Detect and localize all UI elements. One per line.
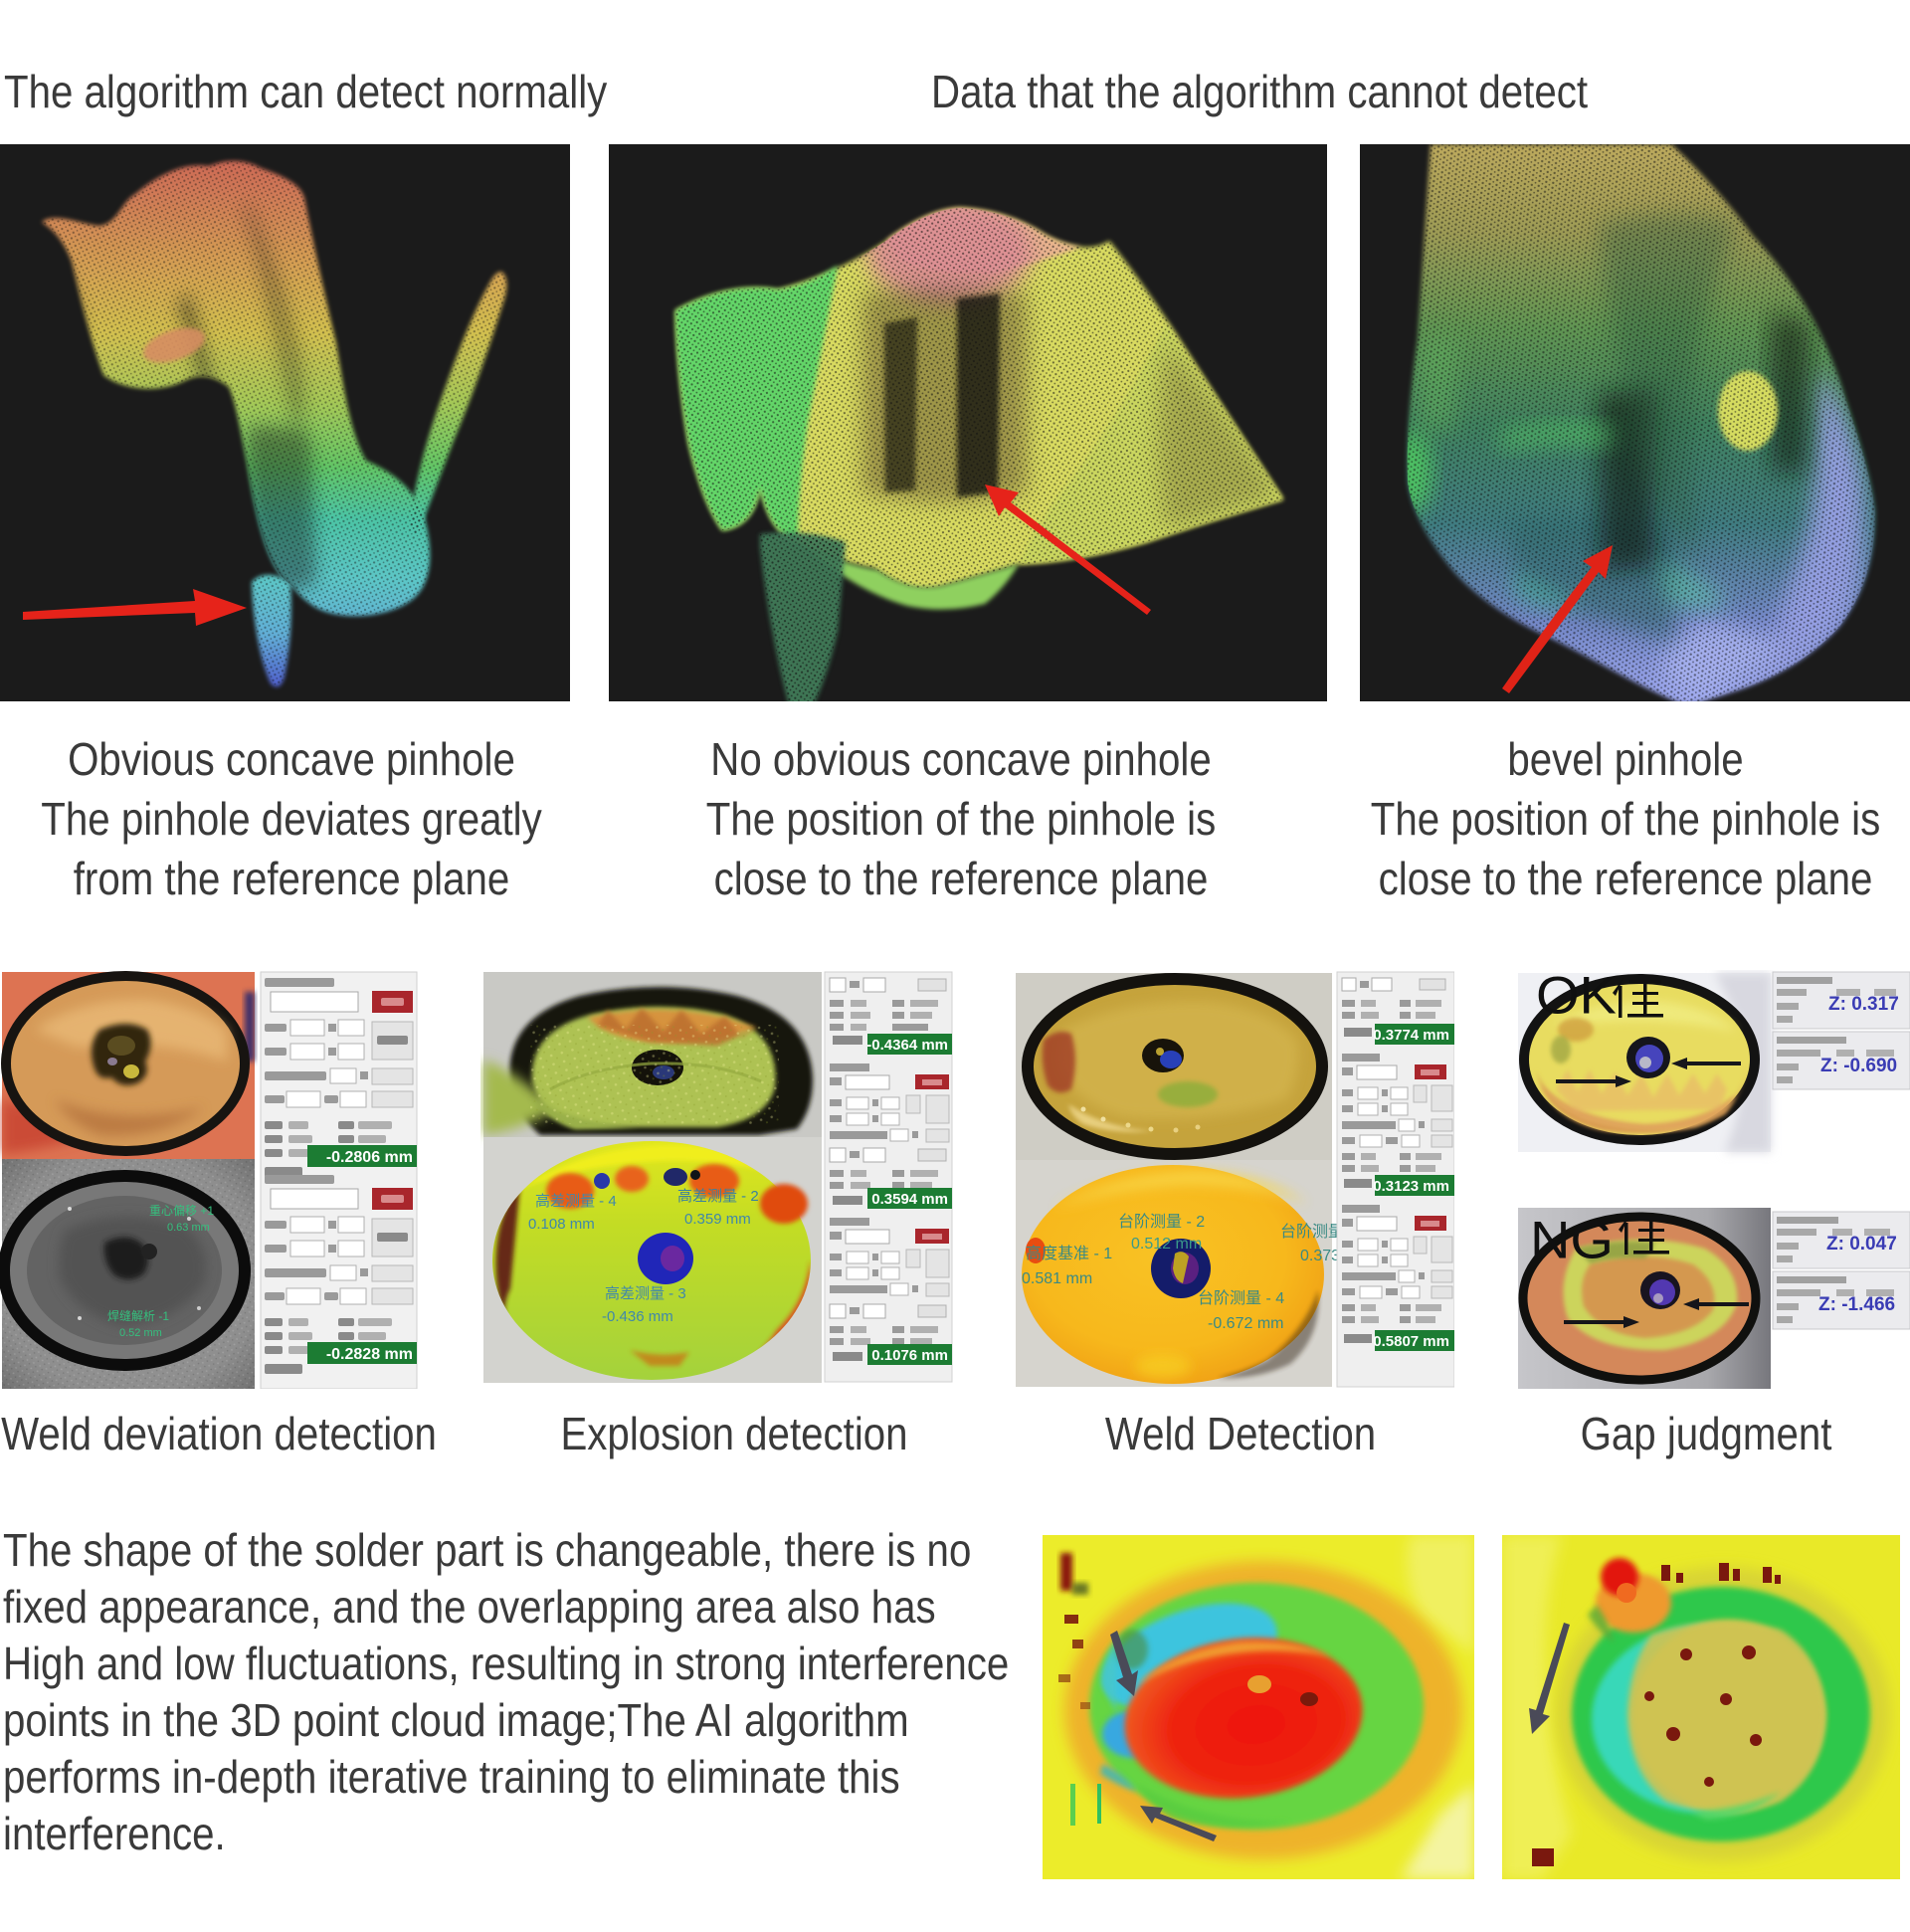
svg-text:重心偏移 +1: 重心偏移 +1: [149, 1203, 214, 1218]
svg-text:0.359 mm: 0.359 mm: [684, 1211, 751, 1228]
svg-text:0.3594 mm: 0.3594 mm: [871, 1191, 948, 1208]
svg-text:高度基准 - 1: 高度基准 - 1: [1026, 1245, 1112, 1262]
svg-text:台阶测量 - 4: 台阶测量 - 4: [1198, 1289, 1284, 1307]
svg-text:0.3123 mm: 0.3123 mm: [1373, 1178, 1449, 1195]
svg-text:-0.2806 mm: -0.2806 mm: [326, 1149, 413, 1166]
svg-text:-0.436 mm: -0.436 mm: [602, 1308, 673, 1325]
svg-text:-0.672 mm: -0.672 mm: [1208, 1315, 1283, 1332]
svg-text:台阶测量 - 2: 台阶测量 - 2: [1118, 1213, 1205, 1231]
svg-text:0.63 mm: 0.63 mm: [167, 1222, 210, 1234]
svg-text:0.5807 mm: 0.5807 mm: [1373, 1333, 1449, 1350]
svg-text:0.512 mm: 0.512 mm: [1131, 1236, 1202, 1253]
svg-text:Z: 0.317: Z: 0.317: [1828, 994, 1899, 1015]
svg-text:高差测量 - 3: 高差测量 - 3: [605, 1285, 686, 1302]
svg-text:Z: -0.690: Z: -0.690: [1820, 1056, 1897, 1076]
svg-text:0.52 mm: 0.52 mm: [119, 1327, 162, 1339]
svg-text:0.1076 mm: 0.1076 mm: [871, 1347, 948, 1364]
svg-text:高差测量 - 4: 高差测量 - 4: [535, 1193, 617, 1210]
svg-text:0.108 mm: 0.108 mm: [528, 1216, 595, 1233]
svg-text:Z: 0.047: Z: 0.047: [1826, 1234, 1897, 1255]
svg-text:OK: OK: [1536, 970, 1617, 1025]
svg-text:0.3774 mm: 0.3774 mm: [1373, 1027, 1449, 1044]
svg-text:0.581 mm: 0.581 mm: [1022, 1270, 1092, 1287]
svg-text:-0.4364 mm: -0.4364 mm: [866, 1037, 948, 1054]
svg-text:NG: NG: [1530, 1211, 1614, 1269]
svg-text:高差测量 - 2: 高差测量 - 2: [677, 1188, 759, 1205]
svg-text:焊缝解析 -1: 焊缝解析 -1: [107, 1308, 169, 1323]
svg-text:-0.2828 mm: -0.2828 mm: [326, 1346, 413, 1363]
svg-text:Z: -1.466: Z: -1.466: [1818, 1294, 1895, 1315]
